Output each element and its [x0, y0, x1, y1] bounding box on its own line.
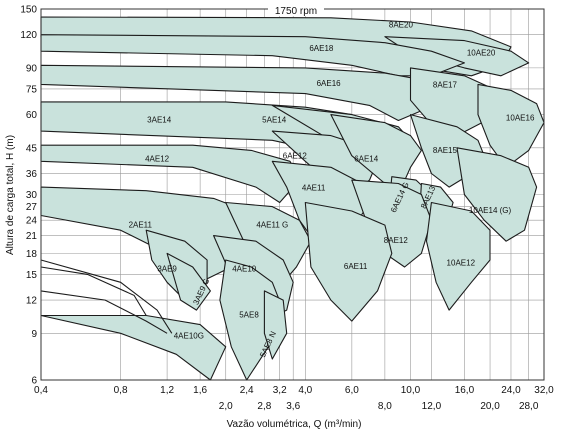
x-tick-label: 8,0 [378, 401, 392, 412]
y-tick-label: 15 [26, 270, 38, 281]
y-tick-label: 75 [26, 84, 38, 95]
pump-region [263, 290, 288, 360]
pump-label: 8AE20 [389, 20, 414, 29]
pump-region [304, 201, 393, 322]
y-tick-label: 45 [26, 143, 38, 154]
x-tick-label: 12,0 [422, 401, 442, 412]
x-tick-label: 24,0 [501, 385, 521, 396]
x-tick-label: 4,0 [298, 385, 312, 396]
x-tick-label: 10,0 [401, 385, 421, 396]
pump-label: 6AE14 [354, 154, 379, 163]
impeller-curve [40, 259, 173, 334]
pump-label: 8AE12 [384, 236, 409, 245]
pump-label: 10AE14 (G) [469, 206, 512, 215]
x-tick-label: 0,8 [114, 385, 128, 396]
x-tick-label: 32,0 [534, 385, 554, 396]
x-tick-label: 1,2 [160, 385, 174, 396]
y-tick-label: 6 [31, 376, 37, 387]
y-tick-label: 27 [26, 202, 38, 213]
y-tick-label: 9 [31, 329, 37, 340]
pump-label: 8AE17 [433, 80, 458, 89]
pump-labels: 8AE20 10AE20 6AE18 6AE16 8AE17 10AE16 3AE14 5AE… [129, 20, 535, 358]
x-tick-label: 6,0 [345, 385, 359, 396]
impeller-curve [40, 290, 168, 334]
pump-label: 6AE11 [344, 262, 368, 271]
pump-region [477, 83, 545, 168]
pump-label: 6AE12 [283, 151, 308, 160]
pump-label: 6AE16 [317, 79, 342, 88]
x-tick-label: 3,2 [273, 385, 287, 396]
y-tick-label: 90 [26, 63, 38, 74]
y-tick-label: 21 [26, 231, 38, 242]
y-tick-label: 120 [20, 30, 37, 41]
pump-label: 4AE10G [174, 332, 204, 341]
y-tick-label: 30 [26, 190, 38, 201]
pump-label: 5AE14 [262, 116, 287, 125]
pump-label: 6AE18 [309, 44, 334, 53]
chart-title-background [268, 4, 324, 16]
pump-region [425, 201, 491, 311]
y-tick-label: 36 [26, 169, 38, 180]
pump-label: 4AE10 [232, 264, 257, 273]
pump-label: 10AE16 [506, 114, 535, 123]
pump-label: 4AE12 [145, 154, 170, 163]
x-tick-label: 3,6 [286, 401, 300, 412]
x-tick-label: 2,0 [219, 401, 233, 412]
pump-region [40, 314, 227, 381]
chart-title: 1750 rpm [275, 6, 317, 17]
x-axis-title: Vazão volumétrica, Q (m³/min) [227, 419, 362, 430]
x-tick-label: 20,0 [480, 401, 500, 412]
pump-regions [40, 16, 545, 381]
pump-label: 3AE14 [147, 116, 172, 125]
pump-region [456, 147, 538, 242]
pump-region [330, 114, 422, 196]
y-axis-title: Altura de carga total, H (m) [5, 135, 16, 255]
pump-label: 2AE11 [129, 221, 153, 230]
x-tick-label: 2,4 [240, 385, 254, 396]
y-tick-label: 24 [26, 216, 38, 227]
x-tick-label: 0,4 [34, 385, 48, 396]
pump-label: 10AE20 [467, 49, 496, 58]
x-tick-label: 16,0 [455, 385, 475, 396]
y-tick-label: 60 [26, 110, 38, 121]
pump-label: 4AE11 G [256, 221, 288, 230]
pump-region [166, 252, 211, 311]
x-tick-label: 2,8 [257, 401, 271, 412]
y-tick-label: 18 [26, 249, 38, 260]
pump-label: 5AE8 [239, 311, 259, 320]
pump-label: 3AE9 [157, 264, 177, 273]
pump-label: 8AE15 [433, 146, 458, 155]
impeller-curve [40, 266, 147, 316]
pump-label: 4AE11 [302, 184, 326, 193]
x-tick-label: 28,0 [519, 401, 539, 412]
y-tick-label: 150 [20, 5, 37, 16]
pump-label: 10AE12 [447, 259, 476, 268]
y-tick-label: 12 [26, 296, 38, 307]
x-tick-label: 1,6 [193, 385, 207, 396]
